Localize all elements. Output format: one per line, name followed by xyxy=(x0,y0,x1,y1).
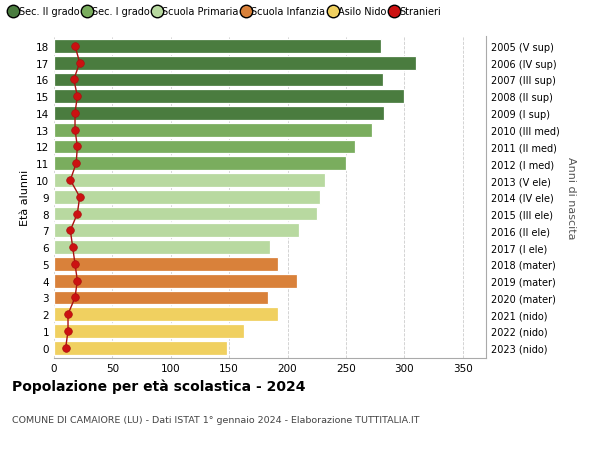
Bar xyxy=(54,40,381,54)
Bar xyxy=(54,107,385,121)
Y-axis label: Anni di nascita: Anni di nascita xyxy=(566,156,576,239)
Text: COMUNE DI CAMAIORE (LU) - Dati ISTAT 1° gennaio 2024 - Elaborazione TUTTITALIA.I: COMUNE DI CAMAIORE (LU) - Dati ISTAT 1° … xyxy=(12,415,419,425)
Bar xyxy=(54,325,244,338)
Y-axis label: Età alunni: Età alunni xyxy=(20,169,31,225)
Bar xyxy=(54,123,371,137)
Bar xyxy=(54,308,278,321)
Bar xyxy=(54,341,227,355)
Bar xyxy=(54,190,320,204)
Text: Popolazione per età scolastica - 2024: Popolazione per età scolastica - 2024 xyxy=(12,379,305,393)
Bar xyxy=(54,140,355,154)
Bar xyxy=(54,56,416,70)
Bar xyxy=(54,224,299,238)
Bar xyxy=(54,174,325,187)
Bar xyxy=(54,274,297,288)
Bar xyxy=(54,207,317,221)
Bar xyxy=(54,73,383,87)
Bar xyxy=(54,257,278,271)
Bar xyxy=(54,241,270,254)
Bar xyxy=(54,90,404,104)
Bar xyxy=(54,157,346,171)
Bar xyxy=(54,291,268,305)
Legend: Sec. II grado, Sec. I grado, Scuola Primaria, Scuola Infanzia, Asilo Nido, Stran: Sec. II grado, Sec. I grado, Scuola Prim… xyxy=(11,7,441,17)
